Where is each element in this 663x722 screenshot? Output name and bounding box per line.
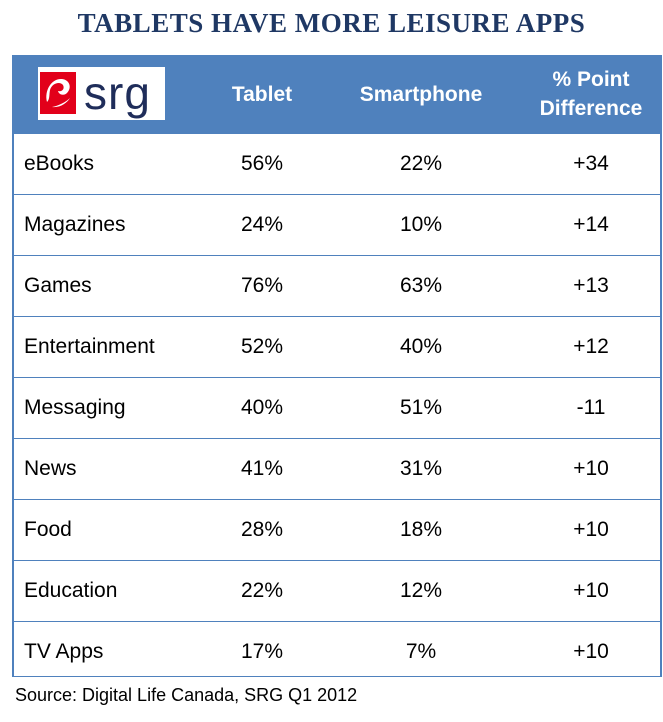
table-row: eBooks 56% 22% +34 — [14, 132, 660, 194]
table-row: Education 22% 12% +10 — [14, 559, 660, 621]
difference-value: +10 — [522, 559, 660, 621]
source-note: Source: Digital Life Canada, SRG Q1 2012 — [15, 685, 358, 705]
table-header-row: srg Tablet Smartphone % Point Difference — [14, 56, 660, 133]
column-header-tablet: Tablet — [231, 82, 293, 106]
table-row: Entertainment 52% 40% +12 — [14, 315, 660, 377]
difference-value: +34 — [522, 132, 660, 194]
smartphone-value: 63% — [320, 254, 522, 316]
row-category: Games — [14, 254, 204, 316]
tablet-value: 17% — [204, 620, 320, 682]
column-header-difference-line2: Difference — [539, 97, 643, 121]
tablet-value: 41% — [204, 437, 320, 499]
srg-logo: srg — [38, 66, 165, 120]
row-category: Entertainment — [14, 315, 204, 377]
table-row: News 41% 31% +10 — [14, 437, 660, 499]
row-category: eBooks — [14, 132, 204, 194]
table-row: Games 76% 63% +13 — [14, 254, 660, 316]
difference-value: +13 — [522, 254, 660, 316]
difference-value: +10 — [522, 498, 660, 560]
tablet-value: 76% — [204, 254, 320, 316]
smartphone-value: 12% — [320, 559, 522, 621]
page-title: TABLETS HAVE MORE LEISURE APPS — [77, 8, 586, 38]
smartphone-value: 10% — [320, 193, 522, 255]
column-header-smartphone: Smartphone — [359, 82, 483, 106]
difference-value: +10 — [522, 620, 660, 682]
tablet-value: 24% — [204, 193, 320, 255]
table-row: TV Apps 17% 7% +10 — [14, 620, 660, 682]
tablet-value: 52% — [204, 315, 320, 377]
tablet-value: 56% — [204, 132, 320, 194]
logo-text: srg — [84, 67, 151, 119]
smartphone-value: 51% — [320, 376, 522, 438]
column-header-difference-line1: % Point — [552, 68, 630, 92]
smartphone-value: 31% — [320, 437, 522, 499]
difference-value: +14 — [522, 193, 660, 255]
data-table-container: srg Tablet Smartphone % Point Difference… — [12, 55, 662, 682]
srg-swoosh-icon — [40, 72, 76, 114]
logo-cell: srg — [14, 56, 204, 133]
difference-value: +12 — [522, 315, 660, 377]
table-body: eBooks 56% 22% +34 Magazines 24% 10% +14 Games 76… — [14, 132, 660, 682]
row-category: News — [14, 437, 204, 499]
smartphone-value: 22% — [320, 132, 522, 194]
tablet-value: 22% — [204, 559, 320, 621]
difference-value: -11 — [522, 376, 660, 438]
difference-value: +10 — [522, 437, 660, 499]
row-category: Magazines — [14, 193, 204, 255]
column-header-difference: % Point Difference — [522, 56, 660, 133]
row-category: Messaging — [14, 376, 204, 438]
smartphone-value: 40% — [320, 315, 522, 377]
row-category: TV Apps — [14, 620, 204, 682]
tablet-value: 40% — [204, 376, 320, 438]
smartphone-value: 18% — [320, 498, 522, 560]
table-row: Magazines 24% 10% +14 — [14, 193, 660, 255]
table-row: Messaging 40% 51% -11 — [14, 376, 660, 438]
row-category: Food — [14, 498, 204, 560]
row-category: Education — [14, 559, 204, 621]
smartphone-value: 7% — [320, 620, 522, 682]
data-table: srg Tablet Smartphone % Point Difference… — [14, 56, 660, 682]
tablet-value: 28% — [204, 498, 320, 560]
table-row: Food 28% 18% +10 — [14, 498, 660, 560]
